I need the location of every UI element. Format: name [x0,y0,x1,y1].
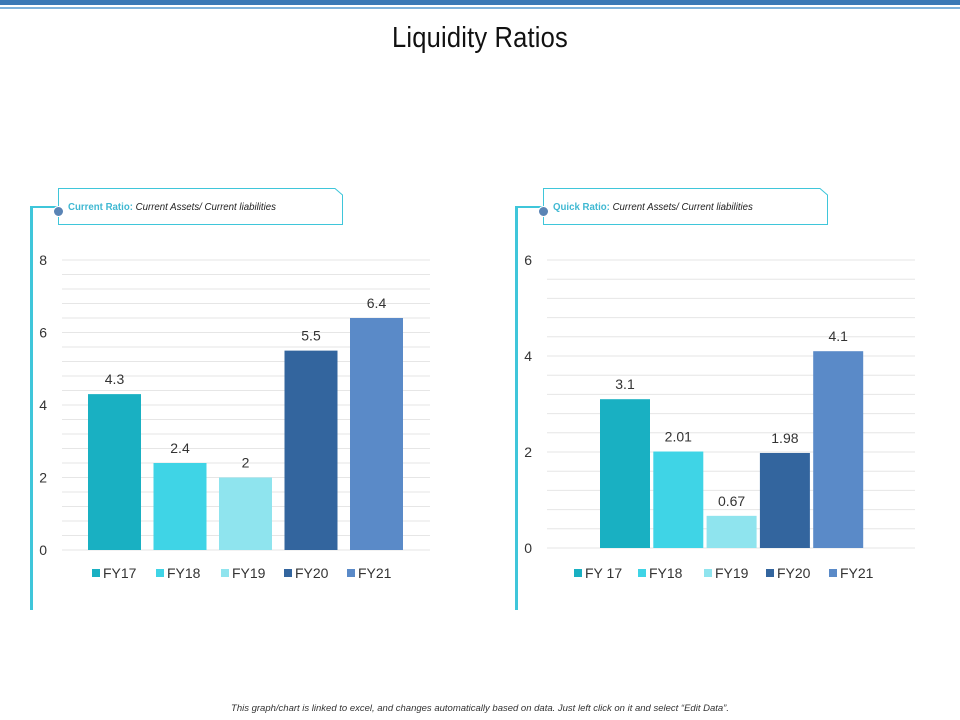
y-tick-label: 2 [524,444,532,460]
header-bullet-icon [538,206,549,217]
bar-fy19 [219,477,272,550]
current-ratio-header: Current Ratio: Current Assets/ Current l… [53,188,343,225]
bar-fy18 [653,451,704,548]
legend-label: FY19 [715,565,749,581]
header-bullet-icon [53,206,64,217]
panel-accent-bar [515,206,518,610]
legend-label: FY17 [103,565,137,581]
data-label: 3.1 [615,376,635,392]
bar-fy20 [759,452,810,548]
data-label: 6.4 [367,295,387,311]
legend-swatch [638,569,646,577]
legend-swatch [92,569,100,577]
legend-label: FY18 [167,565,201,581]
quick-ratio-header: Quick Ratio: Current Assets/ Current lia… [538,188,828,225]
legend-label: FY20 [295,565,329,581]
data-label: 0.67 [718,493,745,509]
legend-swatch [829,569,837,577]
legend-label: FY19 [232,565,266,581]
bar-fy17 [88,394,141,550]
legend-swatch [221,569,229,577]
panel-accent-tick [30,206,58,208]
header-label: Current Ratio: [68,201,133,213]
header-label: Quick Ratio: [553,201,610,213]
y-tick-label: 6 [524,252,532,268]
legend-label: FY21 [840,565,874,581]
legend-swatch [574,569,582,577]
header-text: Current Ratio: Current Assets/ Current l… [68,201,276,213]
data-label: 1.98 [771,430,798,446]
top-accent-line [0,7,960,9]
current-ratio-chart[interactable]: 0 2 4 6 8 4.3 2.4 2 5.5 6.4 FY17 FY18 FY19 FY20 FY21 [30,238,450,618]
y-tick-label: 6 [39,325,47,341]
y-tick-label: 2 [39,470,47,486]
footnote: This graph/chart is linked to excel, and… [231,703,729,714]
bar-fy17 [600,399,650,548]
data-label: 2.01 [665,429,692,445]
y-tick-label: 8 [39,252,47,268]
y-tick-label: 4 [39,397,47,413]
header-text: Quick Ratio: Current Assets/ Current lia… [553,201,753,213]
panel-accent-tick [515,206,543,208]
bar-fy19 [706,515,757,548]
quick-ratio-chart[interactable]: 0 2 4 6 3.1 2.01 0.67 1.98 4.1 FY 17 FY18 FY19 FY20 F… [515,238,935,618]
legend-label: FY18 [649,565,683,581]
legend-swatch [347,569,355,577]
top-accent-band [0,0,960,5]
legend-swatch [284,569,292,577]
data-label: 4.3 [105,371,125,387]
bar-fy18 [153,463,207,550]
page-title: Liquidity Ratios [392,22,568,54]
header-subtitle: Current Assets/ Current liabilities [135,201,276,213]
legend-label: FY 17 [585,565,622,581]
data-label: 2.4 [170,440,190,456]
header-frame [543,188,828,225]
legend-swatch [704,569,712,577]
data-label: 2 [242,455,250,471]
quick-ratio-panel: Quick Ratio: Current Assets/ Current lia… [515,178,935,618]
header-frame [58,188,343,225]
bar-fy20 [284,350,338,550]
bar-fy21 [350,318,403,550]
current-ratio-panel: Current Ratio: Current Assets/ Current l… [30,178,450,618]
legend-label: FY20 [777,565,811,581]
y-tick-label: 0 [524,540,532,556]
panel-accent-bar [30,206,33,610]
data-label: 4.1 [828,328,848,344]
y-tick-label: 4 [524,348,532,364]
legend-label: FY21 [358,565,392,581]
bar-fy21 [813,351,864,548]
legend-swatch [766,569,774,577]
y-tick-label: 0 [39,542,47,558]
data-label: 5.5 [301,328,321,344]
legend-swatch [156,569,164,577]
header-subtitle: Current Assets/ Current liabilities [612,201,753,213]
